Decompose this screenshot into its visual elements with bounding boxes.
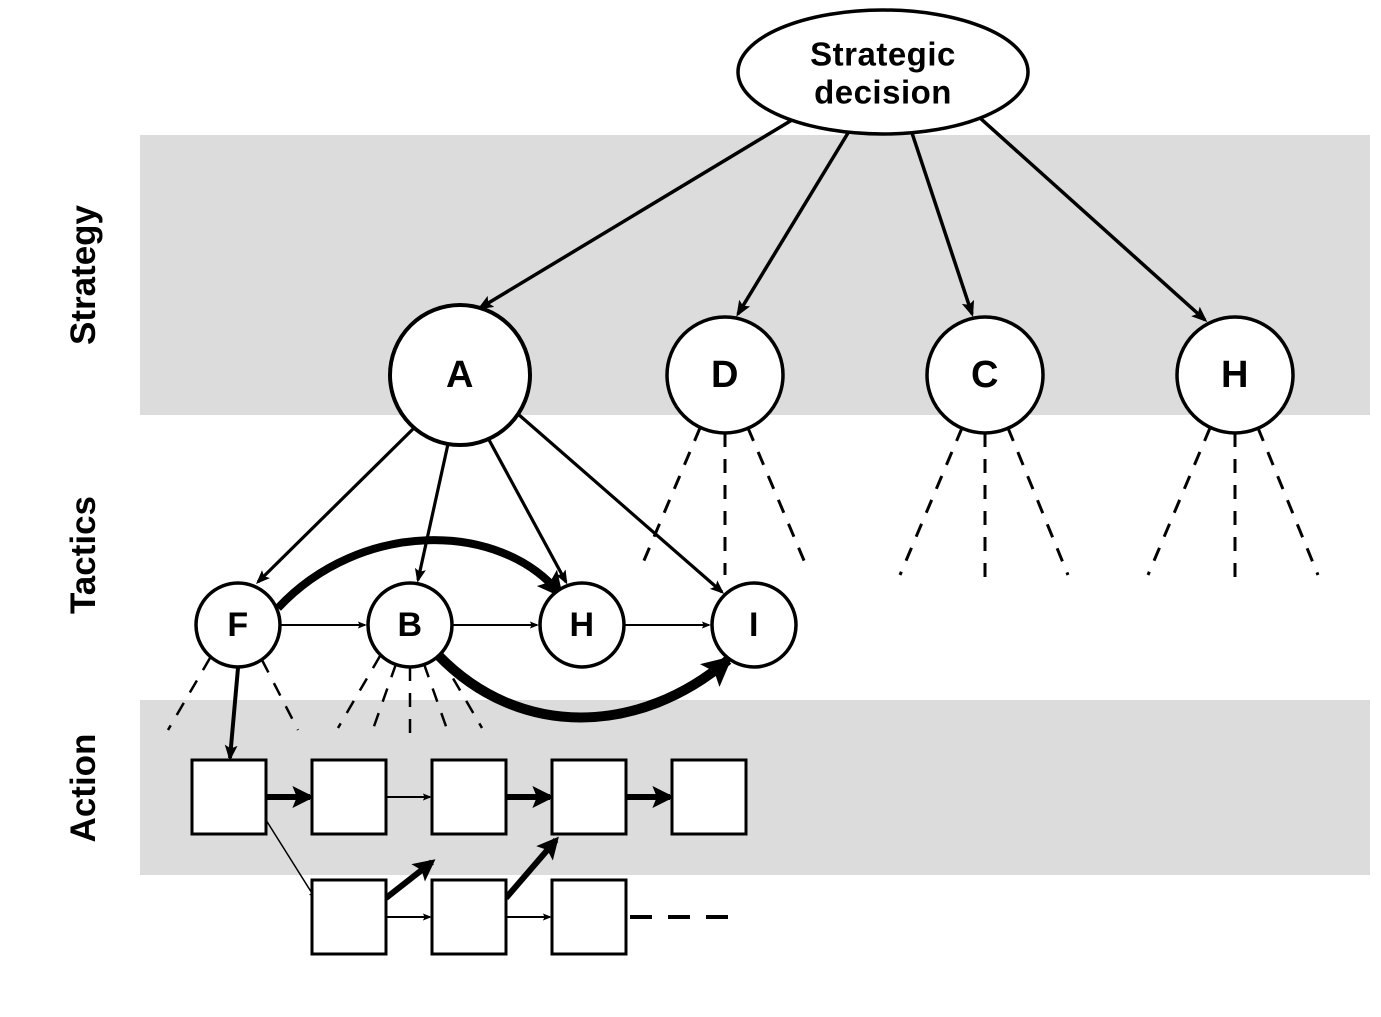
- dashed-C-5: [1008, 428, 1068, 575]
- edge-A-F: [258, 428, 414, 582]
- action-square-s1: [192, 760, 266, 834]
- edge-A-I: [518, 414, 722, 592]
- dashed-H-8: [1258, 428, 1318, 575]
- dashed-C-3: [900, 428, 962, 575]
- action-square-t1: [312, 880, 386, 954]
- action-square-s5: [672, 760, 746, 834]
- strategic-decision-diagram: Strategy Tactics Action Strategicdecision A D…: [0, 0, 1381, 1017]
- action-square-t2: [432, 880, 506, 954]
- node-A-label: A: [446, 354, 474, 396]
- root-label-2: decision: [814, 74, 952, 111]
- tactics-label: Tactics: [64, 496, 103, 614]
- dashed-D-2: [748, 428, 808, 570]
- action-label: Action: [64, 734, 103, 843]
- strategy-label: Strategy: [64, 204, 103, 345]
- edge-A-B: [418, 444, 448, 580]
- root-label-1: Strategic: [810, 36, 956, 73]
- node-F-label: F: [227, 606, 248, 644]
- node-H-label: H: [1221, 354, 1249, 396]
- node-C-label: C: [971, 354, 999, 396]
- node-I-label: I: [749, 606, 759, 644]
- action-square-t3: [552, 880, 626, 954]
- action-square-s4: [552, 760, 626, 834]
- node-D-label: D: [711, 354, 739, 396]
- dashed-H-6: [1148, 428, 1210, 575]
- node-B-label: B: [397, 606, 422, 644]
- action-square-s2: [312, 760, 386, 834]
- node-H2-label: H: [569, 606, 594, 644]
- action-square-s3: [432, 760, 506, 834]
